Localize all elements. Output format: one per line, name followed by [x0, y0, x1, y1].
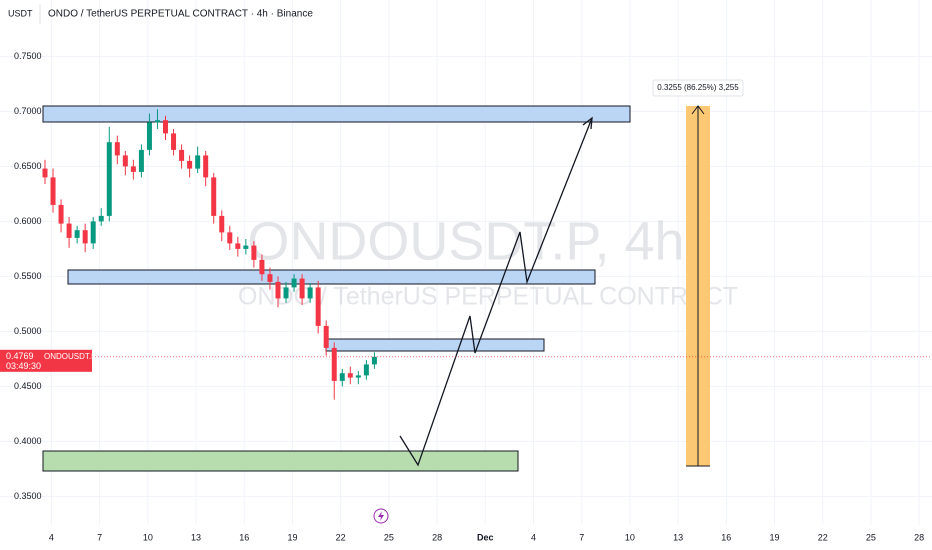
x-tick-label: Dec	[477, 532, 494, 542]
grid	[0, 0, 932, 525]
candle-body	[130, 166, 136, 172]
candle-body	[179, 149, 185, 161]
x-tick-label: 4	[531, 532, 536, 542]
x-tick-label: 16	[721, 532, 731, 542]
measure-arrow	[691, 105, 705, 115]
candle-body	[90, 221, 96, 244]
x-tick-label: 7	[97, 532, 102, 542]
candle-body	[339, 373, 345, 381]
candle-body	[82, 230, 88, 244]
candle-body	[74, 230, 80, 238]
candle-body	[355, 375, 361, 378]
candle-body	[299, 278, 305, 299]
x-tick-label: 25	[866, 532, 876, 542]
x-tick-label: 13	[673, 532, 683, 542]
candle-body	[58, 204, 64, 224]
candle-body	[114, 142, 120, 156]
candle-body	[251, 245, 257, 260]
countdown: 03:49:30	[6, 361, 41, 371]
support-zone	[42, 450, 519, 472]
candle-body	[307, 287, 313, 299]
candle-body	[154, 120, 160, 123]
candle-body	[243, 245, 249, 249]
x-tick-label: 22	[818, 532, 828, 542]
candle-body	[227, 232, 233, 244]
x-tick-label: 19	[770, 532, 780, 542]
last-price-box	[0, 349, 92, 372]
watermark-subtitle: ONDO / TetherUS PERPETUAL CONTRACT	[238, 283, 738, 311]
candle-body	[195, 155, 201, 169]
y-tick-label: 0.5000	[14, 326, 42, 336]
candles	[42, 109, 377, 400]
y-tick-label: 0.3500	[14, 491, 42, 501]
watermark: ONDOUSDT.P, 4h	[247, 211, 684, 271]
candle-body	[363, 364, 369, 376]
y-tick-label: 0.5500	[14, 271, 42, 281]
candle-body	[171, 133, 177, 150]
y-tick-label: 0.6500	[14, 161, 42, 171]
x-tick-label: 16	[239, 532, 249, 542]
axis-labels: 0.7500 0.7000 0.6500 0.6000 0.5500 0.5000 0.45…	[0, 51, 932, 542]
event-icon-bolt	[378, 511, 384, 521]
candle-body	[66, 223, 72, 238]
measure-label: 0.3255 (86.25%) 3,255	[657, 83, 739, 92]
projection-arrowhead	[582, 116, 593, 130]
x-tick-label: 10	[143, 532, 153, 542]
candle-body	[275, 281, 281, 299]
y-tick-label: 0.6000	[14, 216, 42, 226]
x-tick-label: 10	[625, 532, 635, 542]
x-tick-label: 7	[579, 532, 584, 542]
resistance-zone	[325, 338, 545, 352]
chart-title: ONDO / TetherUS PERPETUAL CONTRACT · 4h …	[48, 9, 313, 20]
y-tick-label: 0.7500	[14, 51, 42, 61]
candle-body	[146, 122, 152, 150]
symbol-label: ONDOUSDT.P	[44, 352, 96, 361]
projection-path	[399, 117, 593, 467]
last-price-label: 0.4769	[6, 351, 34, 361]
x-tick-label: 25	[384, 532, 394, 542]
candle-body	[42, 168, 48, 178]
candle-body	[106, 142, 112, 216]
y-tick-label: 0.4500	[14, 381, 42, 391]
y-tick-label: 0.7000	[14, 106, 42, 116]
candle-body	[203, 155, 209, 178]
candle-body	[315, 287, 321, 326]
candle-body	[323, 325, 329, 348]
x-tick-label: 22	[336, 532, 346, 542]
resistance-zone	[67, 269, 596, 285]
candle-body	[98, 215, 104, 222]
candle-body	[235, 243, 241, 249]
candle-body	[50, 177, 56, 205]
candle-body	[267, 274, 273, 282]
measure-label-box	[652, 79, 744, 97]
y-tick-label: 0.4000	[14, 436, 42, 446]
candle-body	[259, 259, 265, 275]
candle-body	[138, 149, 144, 172]
y-axis-unit: USDT	[8, 8, 33, 18]
candle-body	[163, 120, 169, 134]
candle-body	[371, 356, 377, 365]
candle-body	[291, 278, 297, 288]
x-tick-label: 28	[914, 532, 924, 542]
candle-body	[347, 373, 353, 378]
x-tick-label: 4	[49, 532, 54, 542]
resistance-zone	[42, 105, 631, 123]
candle-body	[331, 347, 337, 381]
candle-body	[122, 155, 128, 167]
x-tick-label: 13	[191, 532, 201, 542]
x-tick-label: 19	[287, 532, 297, 542]
candle-body	[283, 287, 289, 299]
candle-body	[219, 215, 225, 233]
candle-body	[211, 177, 217, 216]
x-tick-label: 28	[432, 532, 442, 542]
candle-body	[187, 160, 193, 169]
